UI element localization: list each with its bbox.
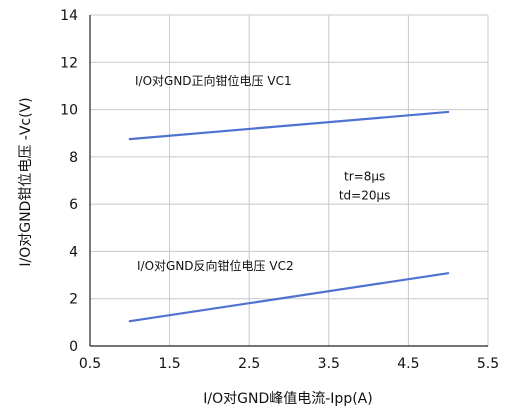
y-axis-label: I/O对GND钳位电压 -Vc(V) [18, 97, 34, 266]
grid [89, 14, 489, 347]
y-tick-label: 4 [69, 244, 78, 260]
x-tick-label: 1.5 [158, 356, 180, 372]
y-tick-label: 10 [60, 103, 78, 119]
series-line-2 [128, 272, 450, 323]
labels-layer: 0.5 1.5 2.5 3.5 4.5 5.5 0 2 4 6 8 10 12 14 I/O对GND正向钳位… [60, 8, 499, 372]
x-tick-label: 5.5 [477, 356, 499, 372]
y-tick-label: 8 [69, 150, 78, 166]
series-label-2: I/O对GND反向钳位电压 VC2 [137, 258, 294, 273]
x-tick-label: 2.5 [238, 356, 260, 372]
x-tick-label: 0.5 [79, 356, 101, 372]
annotation-2: td=20μs [339, 188, 391, 202]
series-line-1 [128, 110, 450, 141]
y-tick-label: 12 [60, 55, 78, 71]
y-tick-label: 14 [60, 8, 78, 24]
series-label-1: I/O对GND正向钳位电压 VC1 [135, 73, 292, 88]
x-tick-label: 4.5 [397, 356, 419, 372]
y-tick-label: 2 [69, 292, 78, 308]
y-tick-label: 6 [69, 197, 78, 213]
y-tick-label: 0 [69, 339, 78, 355]
axes [89, 15, 488, 347]
x-axis-label: I/O对GND峰值电流-Ipp(A) [203, 391, 372, 407]
annotation-1: tr=8μs [344, 170, 385, 184]
x-tick-label: 3.5 [318, 356, 340, 372]
series-layer [128, 110, 450, 323]
